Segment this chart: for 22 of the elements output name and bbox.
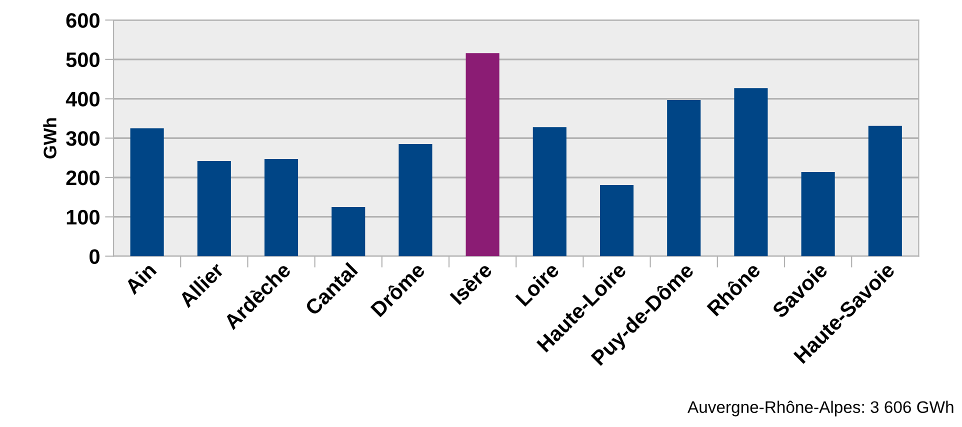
y-tick-label: 300 (66, 131, 100, 146)
bar (868, 126, 902, 256)
y-tick-label: 500 (66, 52, 100, 68)
y-tick-label: 0 (90, 249, 100, 264)
bar (332, 207, 366, 256)
bar (197, 160, 231, 256)
bar (466, 53, 500, 256)
bar (667, 100, 701, 256)
bar (600, 184, 634, 256)
y-tick-label: 600 (66, 13, 100, 28)
bar (532, 127, 566, 256)
y-tick-label: 200 (66, 170, 100, 186)
bar (734, 88, 768, 256)
y-axis-title: GWh (43, 118, 56, 158)
y-tick-label: 100 (66, 210, 100, 225)
text: Auvergne-Rhône-Alpes: 3 606 GWh (688, 400, 954, 416)
y-tick-label: 400 (66, 92, 100, 107)
bar (130, 128, 164, 256)
bar (264, 158, 298, 256)
bar (398, 144, 432, 256)
bar (801, 172, 835, 256)
x-tick-label: Ain (124, 262, 157, 295)
